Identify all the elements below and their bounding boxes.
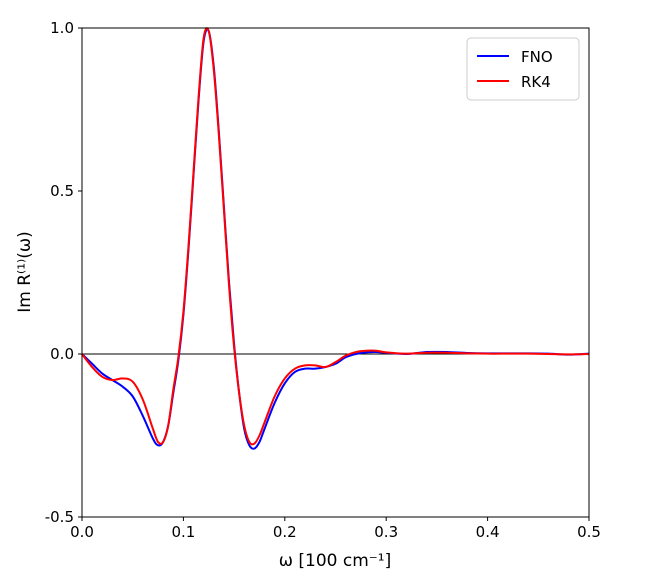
y-tick-label: 1.0	[50, 19, 74, 37]
x-tick-label: 0.4	[476, 523, 500, 541]
legend-label: FNO	[521, 48, 553, 66]
x-tick-label: 0.1	[171, 523, 195, 541]
legend-label: RK4	[521, 73, 551, 91]
x-tick-label: 0.2	[273, 523, 297, 541]
x-tick-label: 0.5	[577, 523, 601, 541]
x-axis-label: ω [100 cm⁻¹]	[279, 551, 391, 571]
plot-frame	[81, 27, 590, 518]
y-tick-label: 0.5	[50, 182, 74, 200]
series-line	[81, 27, 590, 446]
legend-box	[466, 37, 580, 101]
y-tick-label: 0.0	[50, 345, 74, 363]
y-axis-label: Im R⁽¹⁾(ω)	[15, 231, 35, 312]
x-tick-label: 0.0	[70, 523, 94, 541]
x-tick-label: 0.3	[374, 523, 398, 541]
y-tick-label: -0.5	[45, 508, 74, 526]
